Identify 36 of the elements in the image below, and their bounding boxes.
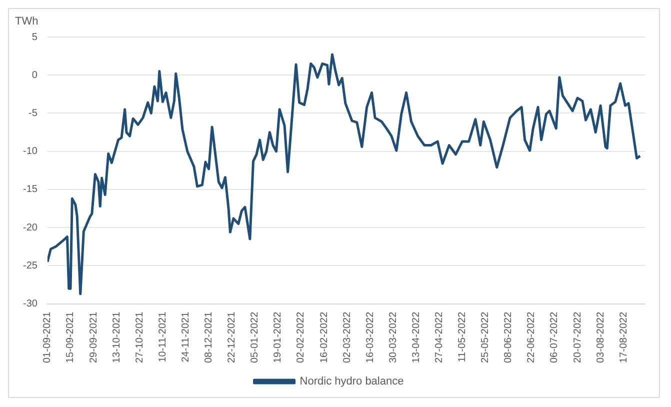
x-tick-label: 19-01-2022: [272, 311, 284, 364]
x-tick-label: 20-07-2022: [572, 311, 584, 364]
y-axis-title: TWh: [15, 16, 38, 28]
x-tick-label: 17-08-2022: [618, 311, 630, 364]
y-tick-label: 0: [32, 70, 38, 81]
x-tick-label: 13-04-2022: [410, 311, 422, 364]
legend-label: Nordic hydro balance: [300, 376, 404, 388]
y-tick-label: -10: [23, 146, 38, 158]
x-tick-label: 29-09-2021: [88, 311, 100, 364]
y-tick-label: -20: [23, 222, 38, 234]
x-tick-label: 22-06-2022: [526, 311, 538, 364]
x-tick-label: 08-12-2021: [204, 311, 215, 364]
x-tick-label: 08-06-2022: [503, 311, 514, 364]
x-tick-label: 22-12-2021: [226, 311, 238, 364]
x-tick-label: 27-04-2022: [434, 311, 445, 364]
x-tick-label: 05-01-2022: [250, 311, 261, 364]
x-tick-label: 30-03-2022: [388, 311, 399, 364]
y-tick-label: -30: [23, 298, 38, 310]
x-tick-label: 01-09-2021: [42, 311, 54, 364]
x-tick-label: 02-02-2022: [296, 311, 307, 364]
y-tick-label: -5: [28, 108, 38, 119]
x-tick-label: 13-10-2021: [111, 311, 122, 364]
x-tick-label: 10-11-2021: [157, 311, 168, 362]
x-tick-label: 11-05-2022: [457, 311, 468, 362]
x-tick-label: 16-02-2022: [318, 311, 330, 364]
x-tick-label: 03-08-2022: [595, 311, 606, 364]
y-tick-label: 5: [32, 32, 38, 43]
x-tick-label: 16-03-2022: [364, 311, 376, 364]
x-tick-label: 27-10-2021: [134, 311, 146, 364]
x-tick-label: 24-11-2021: [180, 311, 192, 362]
x-tick-label: 02-03-2022: [342, 311, 353, 364]
x-tick-label: 25-05-2022: [480, 311, 492, 364]
x-tick-label: 06-07-2022: [549, 311, 560, 364]
y-tick-label: -25: [23, 260, 38, 272]
x-tick-label: 15-09-2021: [65, 311, 76, 364]
y-tick-label: -15: [23, 184, 38, 196]
